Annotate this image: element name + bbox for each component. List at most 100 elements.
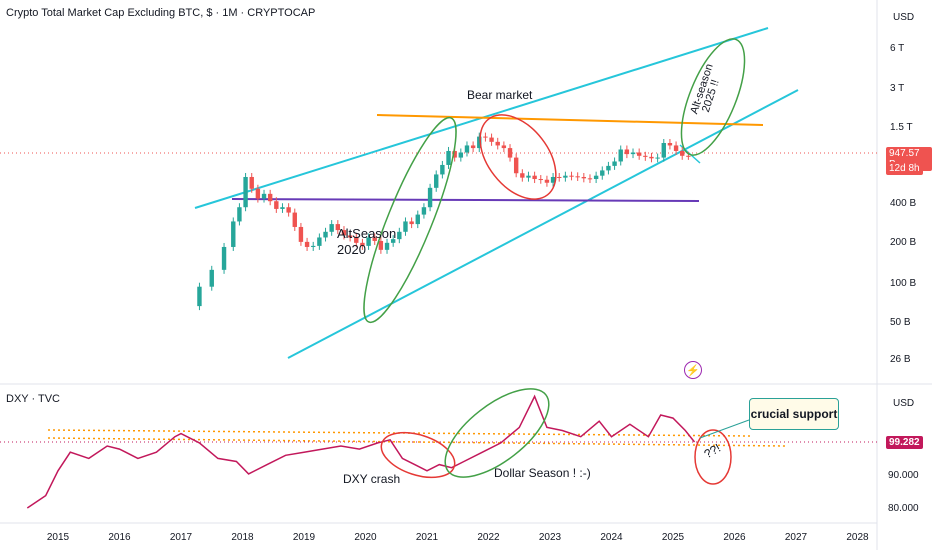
candle-body xyxy=(261,193,267,199)
candle-body xyxy=(489,137,494,142)
candle-body xyxy=(311,245,316,247)
altseason-2020-label-1: AltSeason xyxy=(337,226,397,241)
candle-body xyxy=(360,242,365,246)
support-line xyxy=(231,198,700,202)
candle-body xyxy=(563,175,568,178)
candle-body xyxy=(415,214,420,225)
altseason-2020-ellipse xyxy=(363,116,457,324)
crucial-support-callout: crucial support xyxy=(749,398,839,430)
x-tick-label: 2025 xyxy=(662,532,685,543)
candle-body xyxy=(384,242,390,250)
candle-body xyxy=(495,141,500,146)
y-tick-label: 100 B xyxy=(890,278,916,289)
candle-body xyxy=(526,175,531,178)
bear-market-ellipse xyxy=(479,114,557,200)
y-tick-label: 200 B xyxy=(890,237,916,248)
candle-body xyxy=(197,286,202,307)
y-tick-label: 90.000 xyxy=(888,470,919,481)
candle-body xyxy=(209,269,214,287)
x-tick-label: 2022 xyxy=(477,532,500,543)
candle-body xyxy=(292,212,297,227)
candle-body xyxy=(354,237,359,243)
candle-body xyxy=(612,161,617,166)
candle-body xyxy=(550,176,556,183)
y-tick-label: 3 T xyxy=(890,83,904,94)
x-tick-label: 2015 xyxy=(47,532,70,543)
candle-body xyxy=(329,224,334,232)
altseason-2025-ellipse xyxy=(680,38,746,156)
candle-body xyxy=(390,239,396,243)
callout-pointer xyxy=(699,419,750,439)
candle-body xyxy=(649,156,654,159)
y-tick-label: 50 B xyxy=(890,317,911,328)
candle-body xyxy=(347,235,353,238)
candle-body xyxy=(483,136,488,138)
candle-body xyxy=(403,221,408,232)
chart-title: Crypto Total Market Cap Excluding BTC, $… xyxy=(6,7,316,19)
candle-body xyxy=(470,145,476,149)
candle-body xyxy=(280,207,285,209)
dxy-crash-label: DXY crash xyxy=(343,472,401,486)
x-tick-label: 2027 xyxy=(785,532,808,543)
candle-body xyxy=(538,179,543,181)
currency-top[interactable]: USD xyxy=(893,12,915,23)
candle-body xyxy=(267,193,273,202)
channel-lower-line xyxy=(287,89,799,359)
candle-body xyxy=(618,149,623,162)
countdown-badge: 12d 8h xyxy=(886,162,923,175)
candle-body xyxy=(464,145,470,153)
candle-body xyxy=(274,201,279,209)
candle-body xyxy=(409,221,414,225)
candle-body xyxy=(446,150,451,165)
candle-body xyxy=(477,136,482,149)
x-tick-label: 2018 xyxy=(231,532,254,543)
candle-body xyxy=(323,231,328,238)
candle-body xyxy=(249,176,254,189)
candle-body xyxy=(575,176,580,178)
x-tick-label: 2017 xyxy=(170,532,193,543)
candle-body xyxy=(434,174,439,188)
candle-body xyxy=(366,237,371,246)
candle-body xyxy=(231,221,236,247)
candle-body xyxy=(630,152,636,155)
candle-body xyxy=(643,155,648,157)
candle-body xyxy=(372,237,377,241)
x-tick-label: 2028 xyxy=(846,532,869,543)
x-tick-label: 2020 xyxy=(354,532,377,543)
dxy-title: DXY · TVC xyxy=(6,393,60,405)
question-ellipse xyxy=(694,429,732,485)
candle-body xyxy=(335,224,341,231)
x-tick-label: 2026 xyxy=(723,532,746,543)
x-tick-label: 2023 xyxy=(539,532,562,543)
candle-body xyxy=(680,150,685,156)
candle-body xyxy=(544,179,550,183)
candle-body xyxy=(243,176,248,208)
candle-body xyxy=(286,207,291,213)
lightning-icon[interactable]: ⚡ xyxy=(684,361,702,379)
candle-body xyxy=(221,246,227,270)
candle-body xyxy=(452,150,457,158)
candle-body xyxy=(532,175,537,180)
candle-body xyxy=(237,207,242,222)
candle-body xyxy=(421,207,427,215)
candle-body xyxy=(557,176,562,178)
bear-market-label: Bear market xyxy=(467,88,533,102)
currency-bottom[interactable]: USD xyxy=(893,398,915,409)
dxy-crash-ellipse xyxy=(380,431,456,479)
candle-body xyxy=(569,175,574,177)
candle-body xyxy=(341,230,347,236)
y-tick-label: 400 B xyxy=(890,198,916,209)
candle-body xyxy=(317,237,322,246)
candle-body xyxy=(655,157,660,159)
candle-body xyxy=(440,164,445,175)
candle-body xyxy=(507,148,513,158)
candle-body xyxy=(636,152,642,156)
y-tick-label: 1.5 T xyxy=(890,122,913,133)
candle-body xyxy=(581,176,587,179)
candle-body xyxy=(624,149,630,155)
x-tick-label: 2019 xyxy=(293,532,316,543)
candle-body xyxy=(427,187,433,208)
candle-body xyxy=(255,188,261,199)
